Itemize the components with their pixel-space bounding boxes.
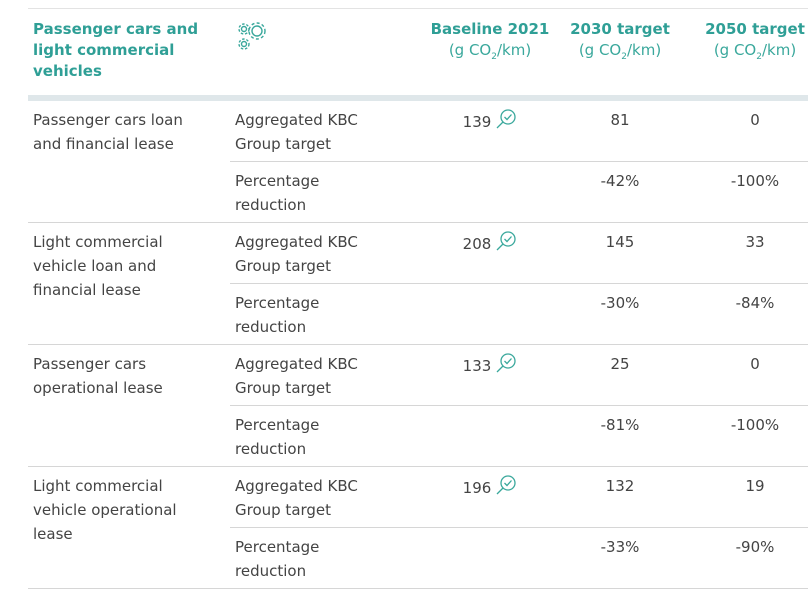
baseline-value: 196: [462, 479, 492, 497]
metric-label: Aggregated KBC Group target: [230, 222, 425, 284]
target-2050: 33: [685, 222, 808, 284]
header-title: Passenger cars and light commercial vehi…: [28, 8, 230, 101]
table-row: Light commercial vehicle loan and financ…: [28, 222, 808, 345]
column-header: 2050 target (g CO2/km): [685, 8, 808, 101]
verified-icon: [496, 475, 516, 495]
target-2030: 132: [555, 466, 685, 528]
target-2050: 0: [685, 98, 808, 162]
target-2030: -30%: [555, 283, 685, 345]
target-2030: 81: [555, 98, 685, 162]
metric-label: Aggregated KBC Group target: [230, 344, 425, 406]
metric-label: Aggregated KBC Group target: [230, 98, 425, 162]
page: Passenger cars and light commercial vehi…: [28, 8, 808, 589]
target-2050: -100%: [685, 161, 808, 223]
group-label: Light commercial vehicle loan and financ…: [28, 222, 230, 345]
verified-icon: [496, 109, 516, 129]
column-header: Baseline 2021 (g CO2/km): [425, 8, 555, 101]
unit-subscript: 2: [756, 52, 762, 62]
unit-text: (g CO: [448, 41, 492, 59]
baseline-cell: [425, 405, 555, 467]
table-row: Percentage reduction -30% -84%: [28, 283, 808, 345]
target-2030: -81%: [555, 405, 685, 467]
verified-icon: [496, 353, 516, 373]
column-title: Baseline 2021: [430, 20, 550, 38]
unit-text: (g CO: [578, 41, 622, 59]
column-unit: (g CO2/km): [555, 40, 685, 68]
table-row: Percentage reduction -81% -100%: [28, 405, 808, 467]
group-label: Light commercial vehicle operational lea…: [28, 466, 230, 589]
header-row: Passenger cars and light commercial vehi…: [28, 8, 808, 101]
unit-text: /km): [761, 41, 797, 59]
target-2030: 25: [555, 344, 685, 406]
unit-text: /km): [496, 41, 532, 59]
baseline-cell: 208: [425, 222, 555, 284]
group-label: Passenger cars loan and financial lease: [28, 98, 230, 223]
target-2030: -33%: [555, 527, 685, 589]
target-2050: -100%: [685, 405, 808, 467]
unit-subscript: 2: [491, 52, 497, 62]
baseline-value: 208: [462, 235, 492, 253]
gear-icon: [238, 22, 266, 50]
baseline-cell: 133: [425, 344, 555, 406]
table-row: Light commercial vehicle operational lea…: [28, 466, 808, 589]
gear-icon-cell: [230, 8, 425, 101]
metric-label: Percentage reduction: [230, 405, 425, 467]
table-row: Passenger cars operational lease Aggregat…: [28, 344, 808, 467]
column-title: 2030 target: [570, 20, 670, 38]
target-2030: -42%: [555, 161, 685, 223]
group-label: Passenger cars operational lease: [28, 344, 230, 467]
table-row: Percentage reduction -42% -100%: [28, 161, 808, 223]
column-header: 2030 target (g CO2/km): [555, 8, 685, 101]
target-2050: 19: [685, 466, 808, 528]
table-row: Passenger cars loan and financial lease A…: [28, 98, 808, 223]
target-2030: 145: [555, 222, 685, 284]
baseline-cell: 196: [425, 466, 555, 528]
baseline-value: 133: [462, 357, 492, 375]
baseline-value: 139: [462, 113, 492, 131]
metric-label: Percentage reduction: [230, 527, 425, 589]
target-2050: -84%: [685, 283, 808, 345]
baseline-cell: [425, 161, 555, 223]
column-unit: (g CO2/km): [685, 40, 808, 68]
baseline-cell: [425, 527, 555, 589]
verified-icon: [496, 231, 516, 251]
baseline-cell: [425, 283, 555, 345]
metric-label: Percentage reduction: [230, 283, 425, 345]
column-unit: (g CO2/km): [425, 40, 555, 68]
unit-text: (g CO: [713, 41, 757, 59]
metric-label: Aggregated KBC Group target: [230, 466, 425, 528]
unit-text: /km): [626, 41, 662, 59]
target-2050: 0: [685, 344, 808, 406]
baseline-cell: 139: [425, 98, 555, 162]
unit-subscript: 2: [621, 52, 627, 62]
column-title: 2050 target: [705, 20, 805, 38]
target-2050: -90%: [685, 527, 808, 589]
metric-label: Percentage reduction: [230, 161, 425, 223]
emissions-table: Passenger cars and light commercial vehi…: [28, 8, 808, 589]
